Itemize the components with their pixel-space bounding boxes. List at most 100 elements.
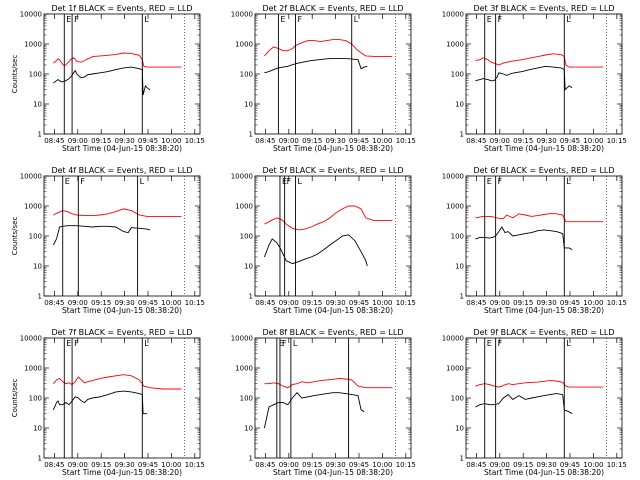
y-tick-label: 10000 [20, 335, 42, 343]
y-axis-label: Counts/sec [11, 55, 19, 94]
y-tick-label: 10 [33, 425, 42, 433]
x-tick-label: 10:00 [372, 461, 392, 469]
x-tick-label: 08:45 [255, 461, 275, 469]
flag-label: L [144, 15, 149, 24]
x-tick-label: 10:15 [396, 137, 416, 145]
lld-series-line [475, 213, 604, 223]
y-tick-label: 1000 [24, 41, 42, 49]
x-tick-label: 10:15 [396, 299, 416, 307]
y-tick-label: 100 [240, 233, 253, 241]
x-tick-label: 09:15 [513, 299, 533, 307]
x-tick-label: 08:45 [255, 137, 275, 145]
flag-label: L [293, 339, 298, 348]
x-tick-label: 10:15 [607, 461, 627, 469]
y-tick-label: 10000 [442, 11, 464, 19]
y-tick-label: 1 [38, 293, 42, 301]
y-tick-label: 1000 [24, 365, 42, 373]
y-axis-label: Counts/sec [11, 379, 19, 418]
plot-frame [43, 175, 201, 297]
x-tick-label: 08:45 [44, 461, 64, 469]
x-tick-label: 09:30 [537, 137, 557, 145]
y-tick-label: 100 [451, 71, 464, 79]
y-tick-label: 1000 [235, 365, 253, 373]
flag-label: F [282, 339, 287, 348]
plot-frame [43, 13, 201, 135]
flag-label: L [140, 177, 145, 186]
x-axis-label: Start Time (04-Jun-15 08:38:20) [62, 144, 182, 153]
y-tick-label: 1 [38, 455, 42, 463]
flag-label: L [298, 177, 303, 186]
flag-label: E [282, 177, 287, 186]
x-tick-label: 09:45 [138, 299, 158, 307]
y-tick-label: 100 [29, 395, 42, 403]
panel-title: Det 5f BLACK = Events, RED = LLD [262, 166, 403, 175]
events-series-line [263, 234, 368, 267]
lld-series-line [53, 208, 182, 217]
flag-label: F [287, 177, 292, 186]
plot-frame [465, 13, 623, 135]
x-tick-label: 09:00 [68, 137, 88, 145]
x-tick-label: 10:00 [583, 461, 603, 469]
y-tick-label: 100 [451, 395, 464, 403]
x-tick-label: 10:15 [607, 137, 627, 145]
y-tick-label: 10000 [442, 335, 464, 343]
events-series-line [52, 225, 151, 246]
events-series-line [52, 390, 147, 415]
lld-series-line [53, 374, 182, 390]
events-series-line [475, 226, 573, 251]
events-series-line [475, 65, 573, 91]
x-tick-label: 09:45 [560, 299, 580, 307]
y-tick-label: 1000 [24, 203, 42, 211]
flag-label: F [498, 339, 503, 348]
y-tick-label: 1 [249, 131, 253, 139]
x-axis-label: Start Time (04-Jun-15 08:38:20) [62, 468, 182, 477]
x-tick-label: 09:00 [279, 299, 299, 307]
x-tick-label: 09:15 [302, 461, 322, 469]
plot-frame [254, 175, 412, 297]
y-tick-label: 100 [29, 71, 42, 79]
y-tick-label: 10 [33, 101, 42, 109]
y-tick-label: 10000 [442, 173, 464, 181]
x-tick-label: 09:30 [537, 299, 557, 307]
detector-panel-1: Det 1f BLACK = Events, RED = LLD 1 10 100 10… [11, 4, 205, 153]
y-tick-label: 10 [33, 263, 42, 271]
panel-title: Det 7f BLACK = Events, RED = LLD [51, 328, 192, 337]
y-tick-label: 1 [249, 293, 253, 301]
flag-label: E [280, 15, 285, 24]
x-tick-label: 09:30 [326, 461, 346, 469]
x-tick-label: 09:00 [68, 299, 88, 307]
y-tick-label: 10 [455, 425, 464, 433]
y-tick-label: 10 [455, 263, 464, 271]
y-tick-label: 10000 [20, 11, 42, 19]
events-series-line [263, 392, 365, 429]
x-axis-label: Start Time (04-Jun-15 08:38:20) [484, 468, 604, 477]
detector-panel-7: Det 7f BLACK = Events, RED = LLD 1 10 100 10… [11, 328, 205, 477]
panel-title: Det 6f BLACK = Events, RED = LLD [473, 166, 614, 175]
flag-label: E [66, 15, 71, 24]
lld-series-line [475, 380, 604, 388]
x-axis-label: Start Time (04-Jun-15 08:38:20) [62, 306, 182, 315]
y-tick-label: 100 [451, 233, 464, 241]
flag-label: F [74, 339, 79, 348]
flag-label: E [66, 339, 71, 348]
flag-label: F [498, 15, 503, 24]
x-axis-label: Start Time (04-Jun-15 08:38:20) [273, 144, 393, 153]
y-tick-label: 100 [240, 71, 253, 79]
x-tick-label: 09:45 [349, 461, 369, 469]
flag-label: L [144, 339, 149, 348]
x-tick-label: 10:00 [583, 299, 603, 307]
x-tick-label: 10:00 [161, 299, 181, 307]
y-tick-label: 10 [244, 101, 253, 109]
panel-title: Det 4f BLACK = Events, RED = LLD [51, 166, 192, 175]
x-tick-label: 09:00 [68, 461, 88, 469]
x-tick-label: 08:45 [255, 299, 275, 307]
y-tick-label: 10000 [231, 335, 253, 343]
lld-series-line [264, 39, 393, 58]
detector-panel-8: Det 8f BLACK = Events, RED = LLD 1 10 100 10… [231, 328, 416, 477]
flag-label: L [354, 15, 359, 24]
plot-frame [465, 337, 623, 459]
detector-panel-3: Det 3f BLACK = Events, RED = LLD 1 10 100 10… [442, 4, 627, 153]
y-tick-label: 10 [244, 425, 253, 433]
flag-label: E [65, 177, 70, 186]
x-tick-label: 09:00 [490, 299, 510, 307]
